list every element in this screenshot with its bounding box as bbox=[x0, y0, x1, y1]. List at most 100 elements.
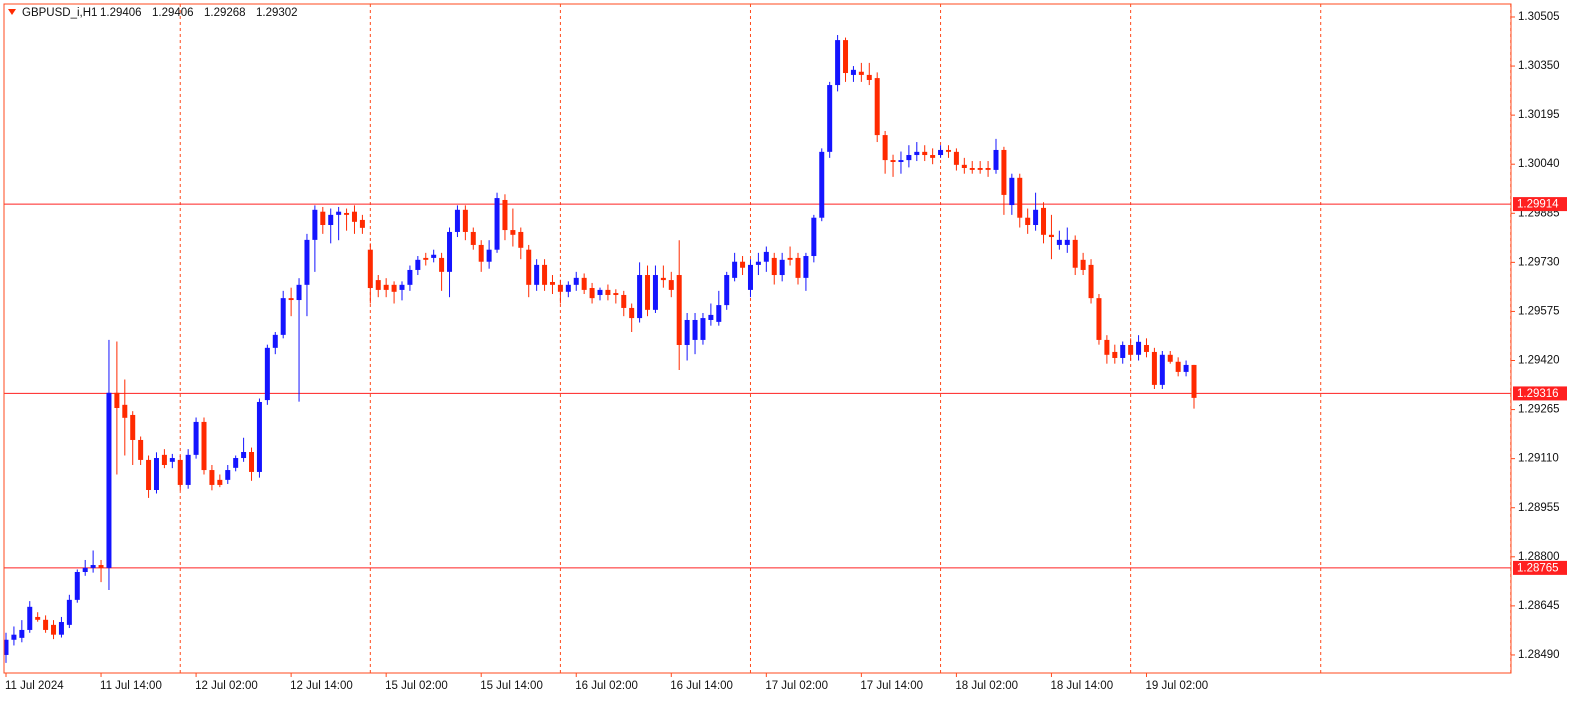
header-low: 1.29268 bbox=[204, 7, 246, 19]
candle-body bbox=[351, 211, 357, 222]
candle-body bbox=[795, 257, 801, 278]
candle-body bbox=[454, 209, 460, 232]
candle-body bbox=[35, 616, 41, 620]
candle-body bbox=[716, 305, 722, 322]
level-label-box bbox=[1513, 197, 1567, 212]
y-tick-label: 1.28490 bbox=[1518, 649, 1560, 661]
candle-body bbox=[977, 168, 983, 170]
candle-body bbox=[27, 606, 33, 630]
candle-body bbox=[177, 459, 183, 485]
candle-body bbox=[993, 149, 999, 170]
candle-body bbox=[447, 231, 453, 272]
candle-body bbox=[375, 280, 381, 290]
candle-body bbox=[1041, 207, 1047, 235]
candle-body bbox=[755, 261, 761, 265]
candle-body bbox=[367, 249, 373, 289]
candle-body bbox=[819, 151, 825, 218]
candle-body bbox=[858, 71, 864, 75]
candle-body bbox=[692, 319, 698, 340]
y-tick-label: 1.28800 bbox=[1518, 551, 1560, 563]
candle-body bbox=[573, 277, 579, 285]
candle-body bbox=[58, 622, 64, 635]
candle-body bbox=[732, 261, 738, 278]
candle-body bbox=[827, 85, 833, 152]
candle-body bbox=[288, 298, 294, 301]
candle-body bbox=[985, 168, 991, 170]
candle-body bbox=[233, 458, 239, 468]
candle-body bbox=[906, 155, 912, 161]
candle-body bbox=[811, 217, 817, 257]
candle-body bbox=[486, 249, 492, 262]
candle-body bbox=[557, 284, 563, 292]
y-tick-label: 1.28955 bbox=[1518, 502, 1560, 514]
candle-body bbox=[106, 392, 112, 568]
candle-body bbox=[637, 275, 643, 319]
candle-body bbox=[676, 275, 682, 345]
candle-body bbox=[217, 479, 223, 485]
y-tick-label: 1.29110 bbox=[1518, 453, 1559, 465]
candle-body bbox=[763, 251, 769, 262]
candle-body bbox=[146, 459, 152, 490]
candle-body bbox=[518, 231, 524, 248]
candle-body bbox=[399, 284, 405, 290]
candle-body bbox=[779, 259, 785, 276]
grid-layer bbox=[4, 4, 1512, 673]
candle-body bbox=[1183, 364, 1189, 372]
candle-body bbox=[953, 151, 959, 165]
candle-body bbox=[241, 452, 247, 459]
level-label: 1.29316 bbox=[1517, 388, 1559, 400]
candle-body bbox=[1136, 341, 1142, 355]
y-tick-label: 1.28645 bbox=[1518, 600, 1560, 612]
candle-body bbox=[922, 151, 928, 156]
candle-body bbox=[328, 214, 334, 225]
candle-body bbox=[850, 69, 856, 75]
candle-body bbox=[502, 199, 508, 231]
candle-body bbox=[724, 275, 730, 306]
candle-body bbox=[185, 454, 191, 485]
candle-body bbox=[969, 168, 975, 170]
candle-body bbox=[597, 289, 603, 295]
candle-body bbox=[264, 347, 270, 401]
candle-body bbox=[747, 264, 753, 290]
x-tick-label: 16 Jul 14:00 bbox=[670, 680, 733, 692]
y-tick-label: 1.30040 bbox=[1518, 158, 1560, 170]
x-tick-label: 18 Jul 02:00 bbox=[955, 680, 1018, 692]
x-tick-label: 11 Jul 14:00 bbox=[100, 680, 162, 692]
candle-body bbox=[684, 319, 690, 345]
symbol: GBPUSD_i,H1 bbox=[22, 7, 97, 19]
candle-body bbox=[1017, 177, 1023, 218]
candle-body bbox=[256, 401, 262, 472]
candle-body bbox=[930, 155, 936, 158]
candle-body bbox=[1167, 354, 1173, 362]
candle-body bbox=[1128, 344, 1134, 355]
candle-body bbox=[1033, 209, 1039, 225]
level-label: 1.28765 bbox=[1517, 562, 1559, 574]
x-tick-label: 15 Jul 14:00 bbox=[480, 680, 543, 692]
candle-body bbox=[1096, 298, 1102, 340]
candle-body bbox=[19, 629, 25, 638]
candle-body bbox=[3, 639, 9, 655]
candle-body bbox=[534, 264, 540, 285]
candle-body bbox=[700, 318, 706, 340]
candle-body bbox=[312, 209, 318, 240]
header-open: 1.29406 bbox=[100, 7, 142, 19]
candle-body bbox=[771, 257, 777, 276]
candle-body bbox=[74, 572, 80, 600]
candle-body bbox=[866, 74, 872, 80]
candle-body bbox=[1072, 239, 1078, 268]
y-tick-label: 1.30350 bbox=[1518, 60, 1560, 72]
header-arrow bbox=[8, 9, 16, 15]
candle-body bbox=[359, 219, 365, 228]
candle-body bbox=[605, 289, 611, 295]
plot-frame bbox=[3, 3, 1512, 674]
candle-body bbox=[51, 624, 57, 635]
y-tick-label: 1.29575 bbox=[1518, 305, 1560, 317]
candle-body bbox=[209, 470, 215, 485]
candle-body bbox=[629, 307, 635, 319]
candle-body bbox=[882, 135, 888, 161]
candle-body bbox=[1175, 361, 1181, 372]
candle-body bbox=[225, 470, 231, 480]
candle-body bbox=[549, 281, 555, 285]
candle-body bbox=[613, 293, 619, 295]
